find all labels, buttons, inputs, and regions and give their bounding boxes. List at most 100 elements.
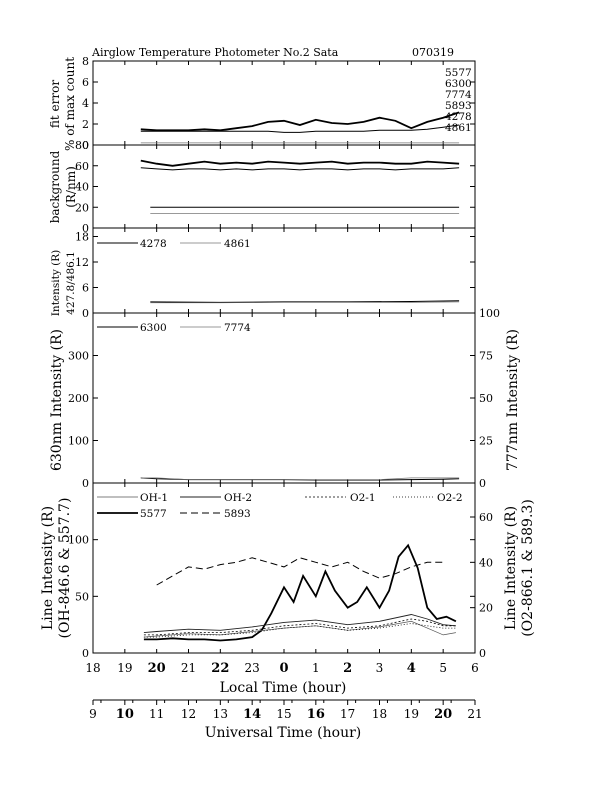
ut-tick-label-16: 16 bbox=[307, 707, 325, 722]
local-tick-label-23: 23 bbox=[245, 661, 260, 675]
ut-tick-label-12: 12 bbox=[181, 707, 196, 721]
legend-label-o21: O2-1 bbox=[350, 492, 376, 504]
ytick-label-p0-2: 2 bbox=[82, 118, 89, 131]
legend-label-5893: 5893 bbox=[224, 508, 251, 520]
ut-tick-label-19: 19 bbox=[404, 707, 419, 721]
ut-tick-label-11: 11 bbox=[149, 707, 164, 721]
ylabel-background-line1: background bbox=[48, 150, 62, 223]
series-p4-OH-1 bbox=[143, 620, 456, 638]
side-legend-5893: 5893 bbox=[445, 100, 472, 112]
local-tick-label-6: 6 bbox=[471, 661, 479, 675]
ytick-label-p4-50: 50 bbox=[75, 590, 89, 603]
ylabel-background: background (R/nm) bbox=[48, 150, 78, 223]
side-legend-6300: 6300 bbox=[445, 78, 472, 90]
series-p1-5577 bbox=[140, 159, 460, 167]
ut-tick-label-9: 9 bbox=[89, 707, 97, 721]
local-tick-label-1: 1 bbox=[312, 661, 320, 675]
ut-tick-label-10: 10 bbox=[116, 707, 134, 722]
figure-date: 070319 bbox=[412, 46, 454, 59]
series-p4-5577 bbox=[143, 543, 457, 642]
ytick-label-p3-100: 100 bbox=[68, 435, 89, 448]
ytick-label-p1-80: 80 bbox=[75, 139, 89, 152]
ylabel-blue-line1: Intensity (R) bbox=[50, 250, 62, 316]
ytick-label-p1-0: 0 bbox=[82, 222, 89, 235]
ylabel-line-right-2: (O2-866.1 & 589.3) bbox=[520, 499, 536, 637]
series-p3-7774 bbox=[140, 477, 460, 480]
ytick-label-p3-200: 200 bbox=[68, 392, 89, 405]
ytick-label-p1-40: 40 bbox=[75, 181, 89, 194]
legend-label-7774: 7774 bbox=[224, 322, 251, 334]
ytick-label-p4-100: 100 bbox=[68, 534, 89, 547]
ut-tick-label-20: 20 bbox=[434, 707, 452, 722]
local-tick-label-0: 0 bbox=[279, 661, 288, 676]
xlabel-universal-time: Universal Time (hour) bbox=[205, 725, 362, 741]
generated-marks: 0246802040608006121801002003000255075100… bbox=[68, 55, 500, 722]
side-legend-5577: 5577 bbox=[445, 67, 472, 79]
local-tick-label-21: 21 bbox=[181, 661, 196, 675]
series-p0-6300 bbox=[140, 124, 460, 133]
ytick-label-p4-0: 0 bbox=[82, 647, 89, 660]
side-legend-4861: 4861 bbox=[445, 122, 472, 134]
ylabel-blue-intensity: Intensity (R) 427.8/486.1 bbox=[50, 250, 77, 316]
ylabel-line-left-2: (OH-846.6 & 557.7) bbox=[57, 498, 73, 639]
legend-label-o22: O2-2 bbox=[437, 492, 463, 504]
ytick-label-p2-6: 6 bbox=[82, 282, 89, 295]
ylabel-fit-error-line1: fit error bbox=[48, 80, 62, 128]
local-tick-label-20: 20 bbox=[148, 661, 166, 676]
ytick-r2-label-p4-20: 20 bbox=[479, 602, 493, 615]
local-tick-label-3: 3 bbox=[376, 661, 384, 675]
legend-label-oh2: OH-2 bbox=[224, 492, 252, 504]
ylabel-line-left-1: Line Intensity (R) bbox=[40, 506, 56, 630]
local-tick-label-5: 5 bbox=[439, 661, 447, 675]
ut-tick-label-14: 14 bbox=[243, 707, 261, 722]
ytick-label-p2-18: 18 bbox=[75, 231, 89, 244]
legend-label-5577: 5577 bbox=[140, 508, 167, 520]
ytick-label-p0-6: 6 bbox=[82, 76, 89, 89]
legend-label-oh1: OH-1 bbox=[140, 492, 168, 504]
series-p2-4861 bbox=[150, 301, 460, 304]
ylabel-line-right-1: Line Intensity (R) bbox=[503, 506, 519, 630]
local-tick-label-4: 4 bbox=[407, 661, 416, 676]
local-tick-label-22: 22 bbox=[211, 661, 229, 676]
ylabel-fit-error: fit error % of max count bbox=[48, 57, 77, 151]
ut-tick-label-17: 17 bbox=[340, 707, 355, 721]
ytick-label-p0-4: 4 bbox=[82, 97, 89, 110]
ylabel-blue-line2: 427.8/486.1 bbox=[65, 251, 77, 315]
ytick-r2-label-p3-25: 25 bbox=[479, 435, 493, 448]
ut-tick-label-13: 13 bbox=[213, 707, 228, 721]
series-p0-5577 bbox=[140, 111, 460, 132]
figure-title: Airglow Temperature Photometer No.2 Sata bbox=[91, 46, 339, 59]
ytick-label-p0-0: 0 bbox=[82, 139, 89, 152]
series-p2-4278 bbox=[150, 300, 460, 303]
ytick-label-p1-20: 20 bbox=[75, 201, 89, 214]
ytick-r2-label-p4-40: 40 bbox=[479, 556, 493, 569]
ylabel-630nm: 630nm Intensity (R) bbox=[49, 329, 65, 471]
xlabel-local-time: Local Time (hour) bbox=[220, 680, 347, 696]
ytick-r2-label-p4-60: 60 bbox=[479, 511, 493, 524]
ytick-r2-label-p3-50: 50 bbox=[479, 392, 493, 405]
ytick-label-p3-0: 0 bbox=[82, 477, 89, 490]
panel-background-frame bbox=[92, 144, 476, 229]
ylabel-line-intensity-left: Line Intensity (R) (OH-846.6 & 557.7) bbox=[40, 498, 73, 639]
local-tick-label-2: 2 bbox=[343, 661, 352, 676]
series-p4-OH-2 bbox=[143, 614, 456, 634]
ytick-r2-label-p3-100: 100 bbox=[479, 307, 500, 320]
legend-label-4278: 4278 bbox=[140, 238, 167, 250]
ytick-label-p0-8: 8 bbox=[82, 55, 89, 68]
ut-tick-label-15: 15 bbox=[276, 707, 291, 721]
ylabel-fit-error-line2: % of max count bbox=[63, 57, 77, 151]
ut-tick-label-18: 18 bbox=[372, 707, 387, 721]
side-legend-7774: 7774 bbox=[445, 89, 472, 101]
legend-label-6300: 6300 bbox=[140, 322, 167, 334]
ytick-r2-label-p3-75: 75 bbox=[479, 350, 493, 363]
series-p1-6300 bbox=[140, 167, 460, 171]
ytick-label-p1-60: 60 bbox=[75, 160, 89, 173]
ytick-label-p2-0: 0 bbox=[82, 307, 89, 320]
series-p4-5893 bbox=[156, 557, 444, 586]
ylabel-background-line2: (R/nm) bbox=[64, 166, 78, 208]
legend-label-4861: 4861 bbox=[224, 238, 251, 250]
ut-tick-label-21: 21 bbox=[467, 707, 482, 721]
ylabel-777nm: 777nm Intensity (R) bbox=[505, 329, 521, 471]
series-p4-O2-2 bbox=[143, 623, 456, 638]
ylabel-line-intensity-right: Line Intensity (R) (O2-866.1 & 589.3) bbox=[503, 499, 536, 637]
